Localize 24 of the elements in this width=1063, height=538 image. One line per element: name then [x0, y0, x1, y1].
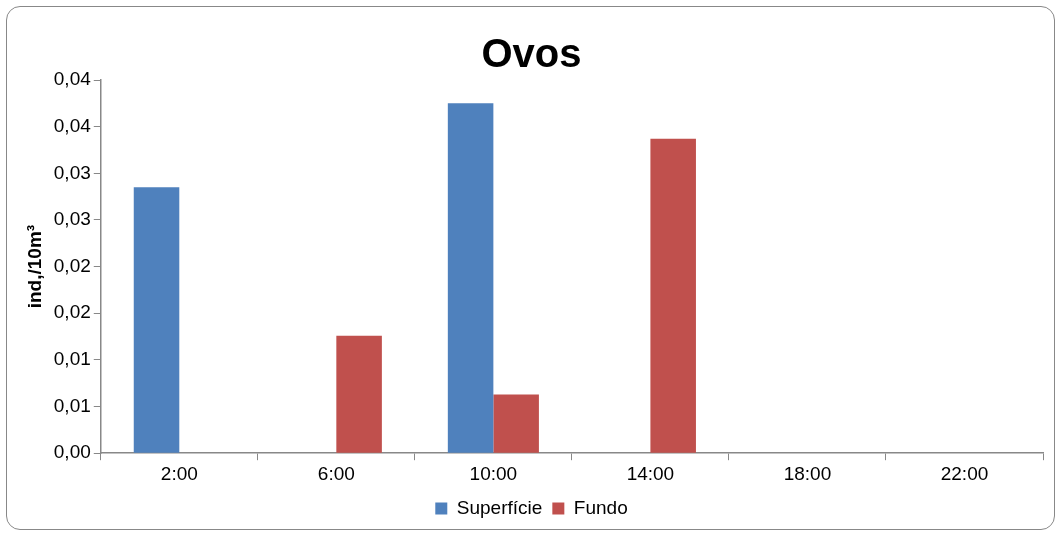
x-tick-label: 10:00 [469, 462, 518, 484]
y-tick-label: 0,04 [53, 68, 92, 90]
y-tick-label: 0,01 [53, 394, 91, 416]
legend-label: Fundo [573, 496, 628, 518]
chart-title: Ovos [481, 31, 582, 76]
bar [447, 103, 494, 453]
bar [493, 394, 539, 453]
legend-label: Superfície [456, 496, 543, 518]
bar [336, 335, 382, 453]
y-tick-label: 0,02 [53, 301, 91, 323]
y-axis-title: ind,/10m³ [23, 224, 45, 309]
y-tick-label: 0,03 [53, 208, 91, 230]
y-tick-label: 0,02 [53, 254, 91, 276]
x-tick-label: 2:00 [160, 462, 198, 484]
x-tick-label: 6:00 [317, 462, 355, 484]
x-tick-label: 22:00 [940, 462, 989, 484]
y-tick-label: 0,01 [53, 348, 91, 370]
bar [650, 138, 696, 453]
y-tick-label: 0,04 [53, 114, 92, 136]
y-tick-label: 0,00 [53, 441, 91, 463]
x-tick-label: 14:00 [626, 462, 675, 484]
bar [133, 187, 180, 453]
y-tick-label: 0,03 [53, 161, 91, 183]
x-tick-label: 18:00 [783, 462, 832, 484]
